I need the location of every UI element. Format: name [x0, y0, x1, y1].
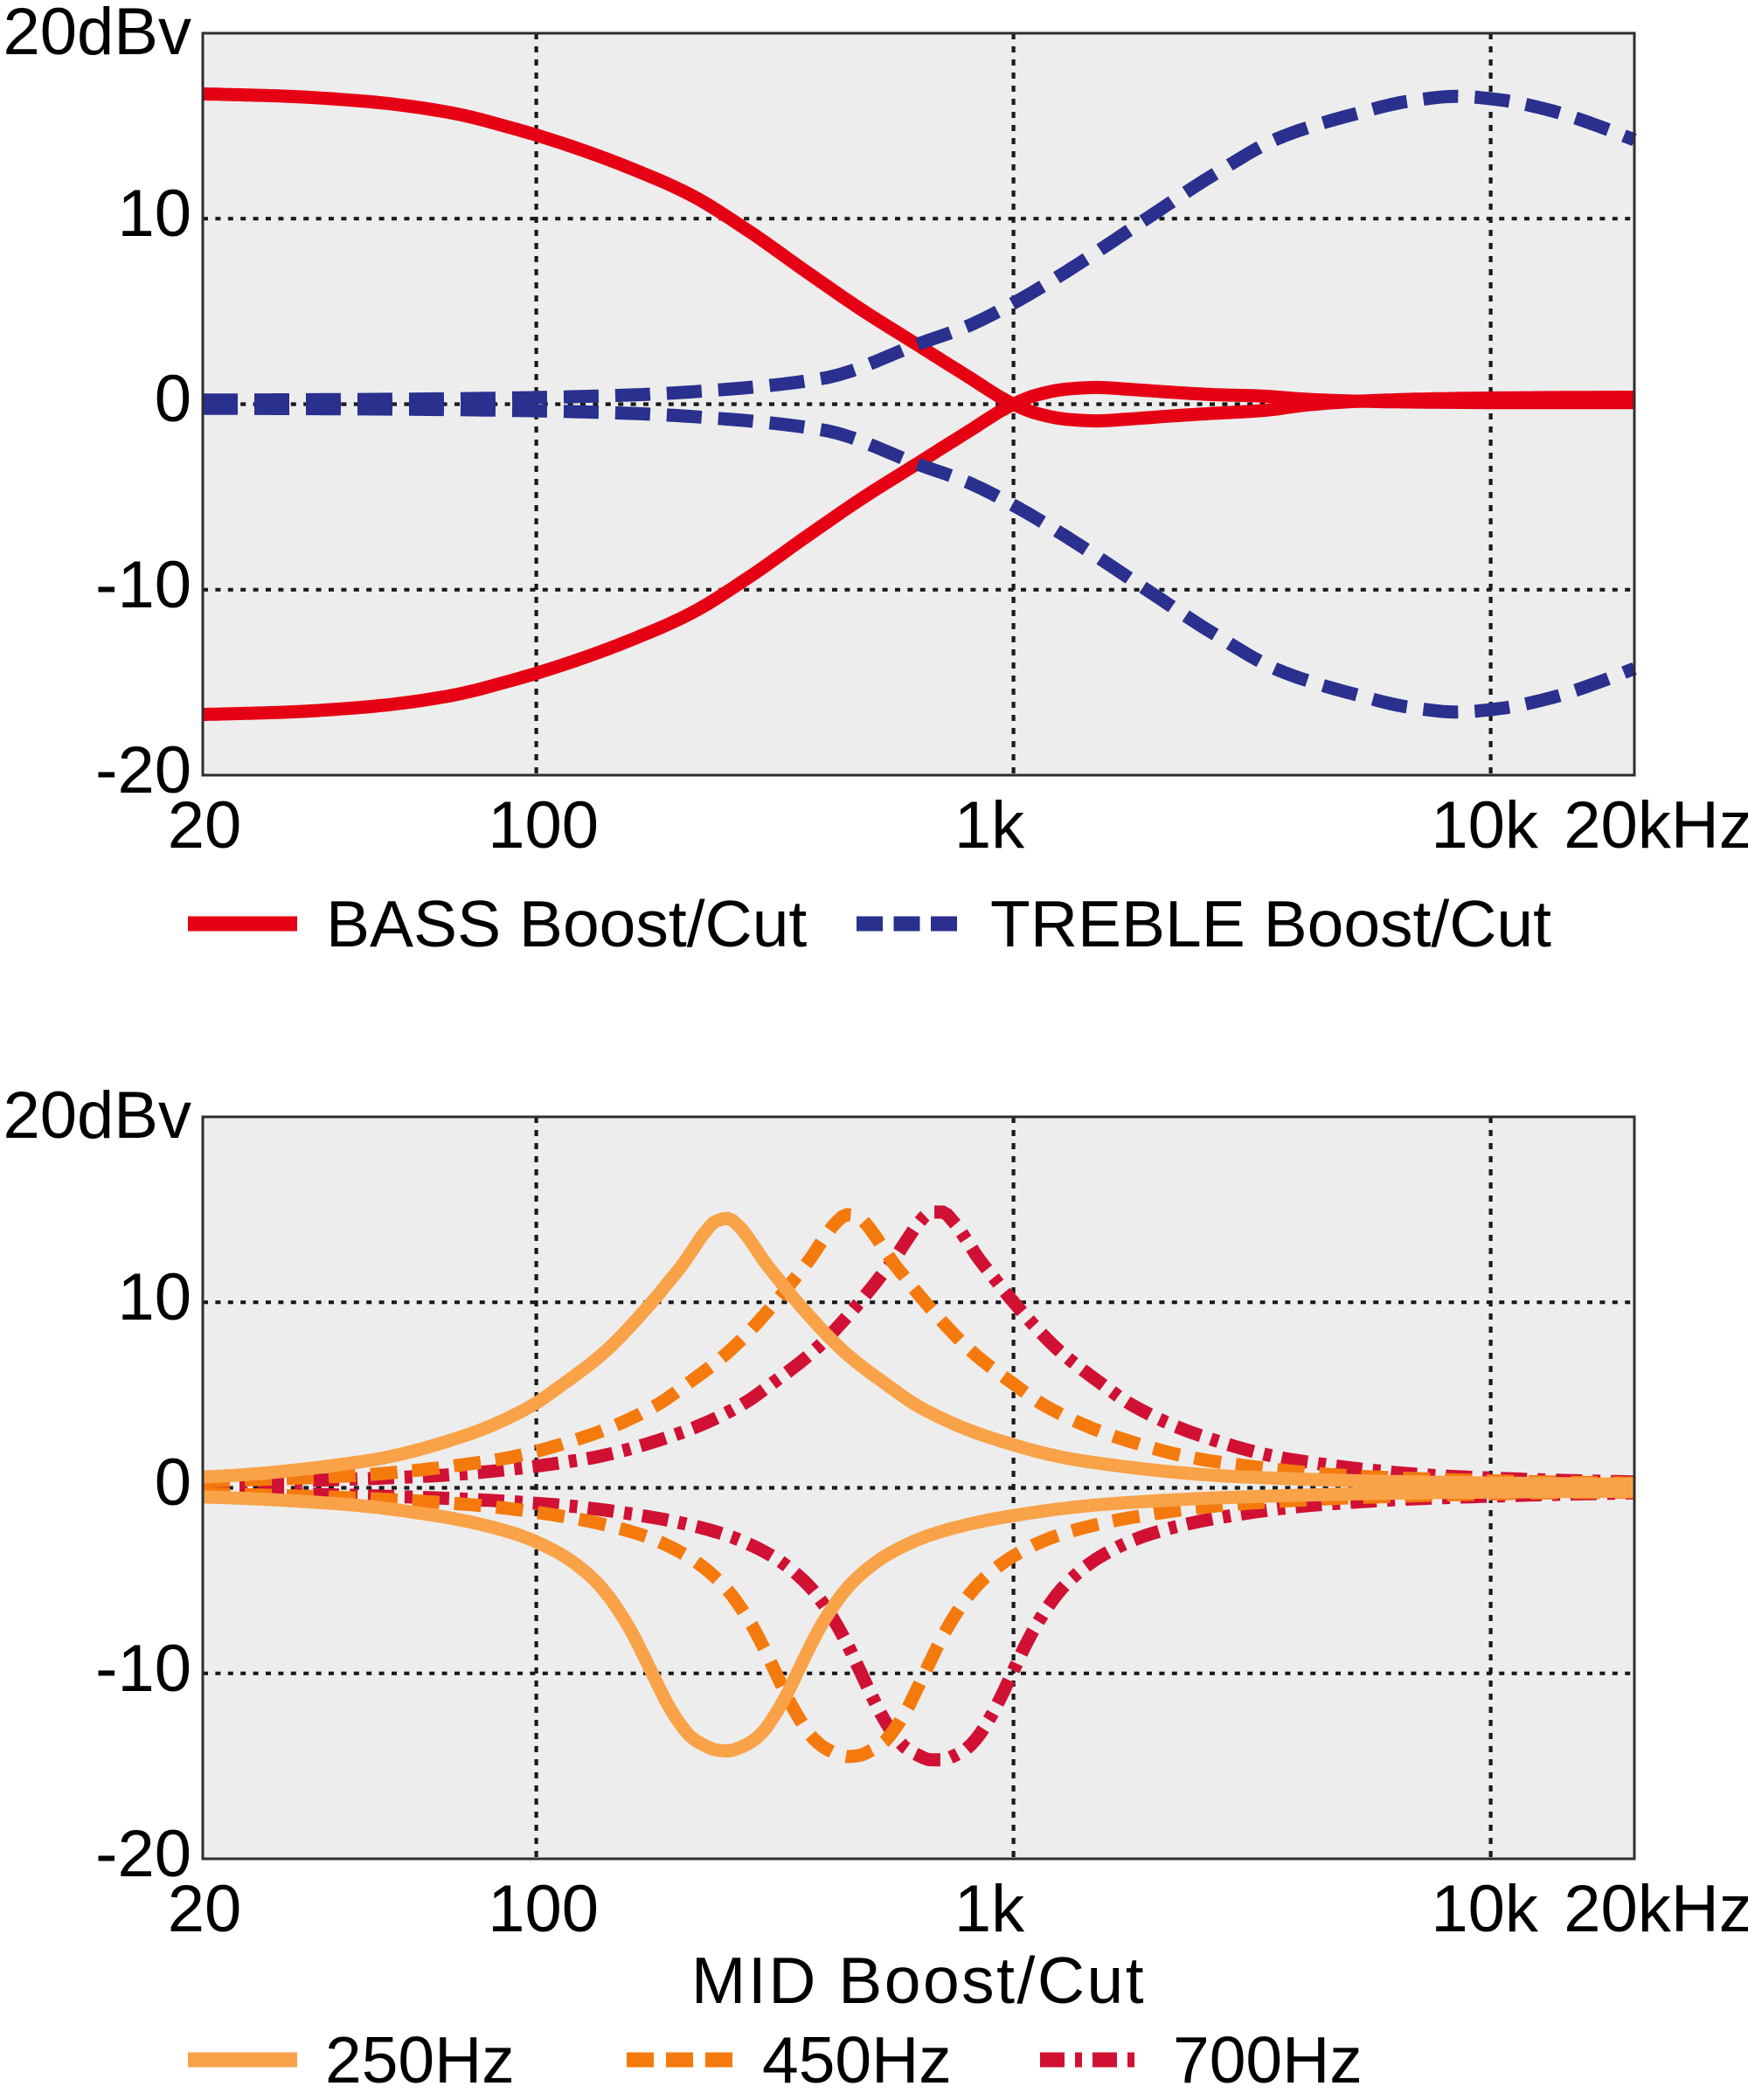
svg-text:-20: -20 [95, 1817, 191, 1891]
svg-text:-20: -20 [95, 733, 191, 807]
svg-text:MID Boost/Cut: MID Boost/Cut [691, 1944, 1146, 2017]
svg-text:20: 20 [168, 788, 242, 863]
svg-text:10: 10 [117, 1260, 191, 1334]
svg-text:1k: 1k [954, 788, 1025, 863]
svg-text:20dBv: 20dBv [3, 0, 192, 69]
svg-text:-10: -10 [95, 548, 191, 622]
svg-text:BASS Boost/Cut: BASS Boost/Cut [326, 887, 807, 960]
svg-text:0: 0 [155, 362, 191, 436]
svg-text:20dBv: 20dBv [3, 1078, 192, 1153]
svg-text:1k: 1k [954, 1872, 1025, 1946]
svg-text:20kHz: 20kHz [1564, 1872, 1748, 1946]
svg-text:10: 10 [117, 177, 191, 251]
svg-text:100: 100 [488, 1872, 599, 1946]
svg-text:100: 100 [488, 788, 599, 863]
svg-text:450Hz: 450Hz [762, 2023, 952, 2097]
svg-text:700Hz: 700Hz [1173, 2023, 1363, 2097]
svg-text:-10: -10 [95, 1632, 191, 1706]
svg-text:250Hz: 250Hz [325, 2023, 515, 2097]
svg-text:20: 20 [168, 1872, 242, 1946]
svg-text:20kHz: 20kHz [1564, 788, 1748, 863]
svg-text:0: 0 [155, 1445, 191, 1520]
svg-text:TREBLE Boost/Cut: TREBLE Boost/Cut [990, 887, 1551, 960]
svg-text:10k: 10k [1431, 1872, 1539, 1946]
svg-text:10k: 10k [1431, 788, 1539, 863]
